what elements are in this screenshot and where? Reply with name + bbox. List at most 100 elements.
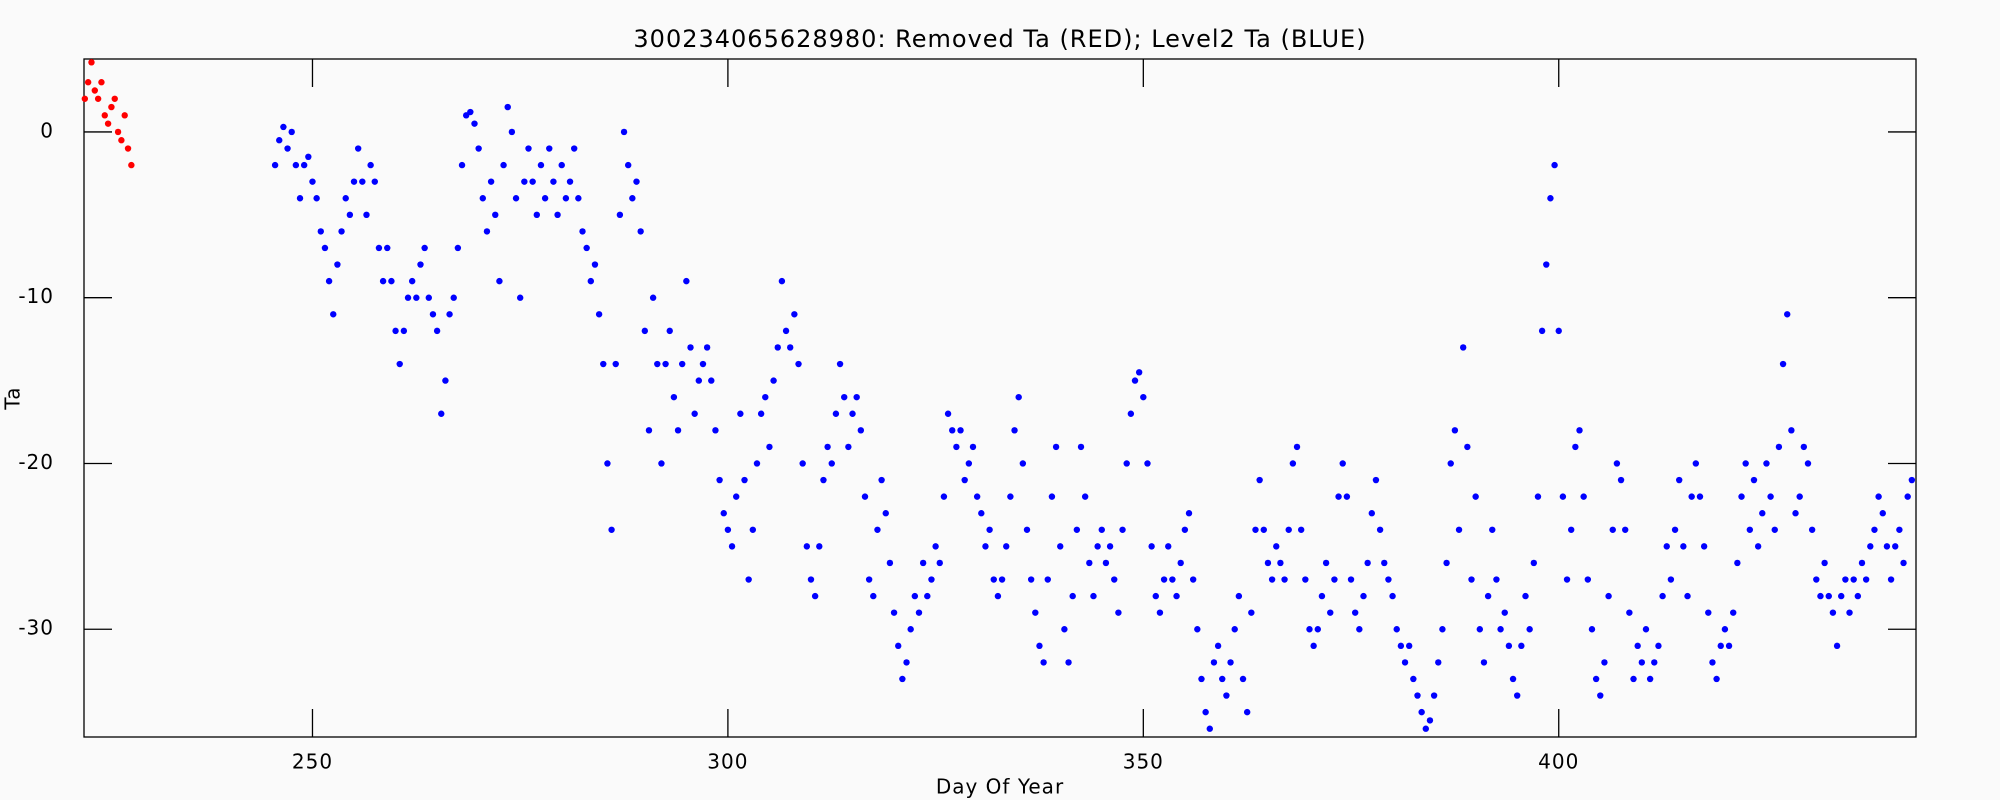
point bbox=[919, 559, 927, 567]
point bbox=[313, 195, 320, 202]
point bbox=[1393, 626, 1400, 633]
point bbox=[566, 178, 574, 185]
point bbox=[1260, 526, 1267, 533]
point bbox=[1447, 460, 1454, 467]
point bbox=[1759, 510, 1766, 517]
point bbox=[1597, 692, 1604, 699]
point bbox=[408, 277, 416, 285]
point bbox=[1173, 592, 1180, 600]
point bbox=[1360, 592, 1367, 600]
point bbox=[1140, 393, 1147, 401]
point bbox=[367, 161, 374, 169]
point bbox=[928, 576, 935, 583]
point bbox=[953, 443, 960, 451]
point bbox=[907, 626, 914, 633]
y-tick-label: -20 bbox=[18, 450, 54, 474]
point bbox=[882, 510, 889, 517]
point bbox=[1057, 543, 1064, 550]
point bbox=[994, 592, 1002, 600]
point bbox=[121, 112, 128, 119]
point bbox=[1177, 559, 1184, 567]
point bbox=[321, 244, 329, 252]
point bbox=[400, 327, 408, 335]
point bbox=[1646, 675, 1654, 683]
point bbox=[276, 137, 283, 144]
point bbox=[388, 277, 395, 285]
point bbox=[1027, 576, 1035, 583]
point bbox=[811, 592, 819, 600]
point bbox=[1376, 526, 1384, 533]
point bbox=[1306, 626, 1313, 633]
point bbox=[1680, 543, 1687, 550]
point bbox=[654, 360, 661, 368]
point bbox=[454, 244, 462, 252]
point bbox=[1339, 460, 1346, 467]
point bbox=[1509, 675, 1517, 683]
point bbox=[330, 311, 337, 318]
point bbox=[961, 476, 968, 484]
point bbox=[1771, 526, 1778, 533]
point bbox=[1804, 460, 1812, 467]
point bbox=[1061, 626, 1068, 633]
point bbox=[1214, 642, 1222, 650]
point bbox=[774, 344, 781, 351]
point bbox=[354, 145, 362, 152]
point bbox=[1318, 592, 1326, 600]
point bbox=[1883, 543, 1891, 550]
point bbox=[1385, 576, 1392, 583]
point bbox=[111, 95, 118, 102]
point bbox=[1464, 443, 1471, 451]
point bbox=[600, 360, 607, 368]
point bbox=[579, 228, 586, 235]
point bbox=[1808, 526, 1816, 533]
point bbox=[417, 261, 424, 268]
point bbox=[1580, 493, 1587, 500]
point bbox=[1007, 493, 1014, 500]
point bbox=[1547, 195, 1554, 202]
point bbox=[1501, 609, 1508, 616]
point bbox=[595, 311, 603, 318]
point bbox=[1763, 460, 1770, 467]
point bbox=[1439, 626, 1446, 633]
point bbox=[342, 195, 349, 202]
point bbox=[1310, 642, 1317, 650]
point bbox=[1543, 261, 1550, 268]
point bbox=[280, 123, 287, 131]
point bbox=[624, 161, 632, 169]
point bbox=[104, 120, 112, 127]
point bbox=[604, 460, 611, 467]
point bbox=[309, 178, 316, 185]
point bbox=[629, 195, 636, 202]
point bbox=[1908, 476, 1916, 484]
point bbox=[529, 178, 536, 185]
point bbox=[865, 576, 873, 583]
point bbox=[836, 360, 844, 368]
point bbox=[1210, 659, 1218, 666]
point bbox=[1705, 609, 1712, 616]
point bbox=[1152, 592, 1159, 600]
point bbox=[392, 327, 399, 335]
point bbox=[124, 145, 132, 152]
point bbox=[641, 327, 649, 335]
point bbox=[512, 195, 520, 202]
x-tick-label: 250 bbox=[292, 750, 333, 774]
point bbox=[500, 161, 507, 169]
point bbox=[649, 294, 657, 301]
point bbox=[1397, 642, 1405, 650]
point bbox=[820, 476, 827, 484]
point bbox=[799, 460, 806, 467]
point bbox=[1892, 543, 1899, 550]
point bbox=[1160, 576, 1168, 583]
point bbox=[1480, 659, 1488, 666]
point bbox=[1405, 642, 1413, 650]
point bbox=[1592, 675, 1600, 683]
point bbox=[1015, 393, 1022, 401]
point bbox=[1518, 642, 1525, 650]
point bbox=[1871, 526, 1878, 533]
point bbox=[296, 195, 304, 202]
point bbox=[766, 443, 773, 451]
point bbox=[1264, 559, 1272, 567]
point bbox=[1252, 526, 1259, 533]
